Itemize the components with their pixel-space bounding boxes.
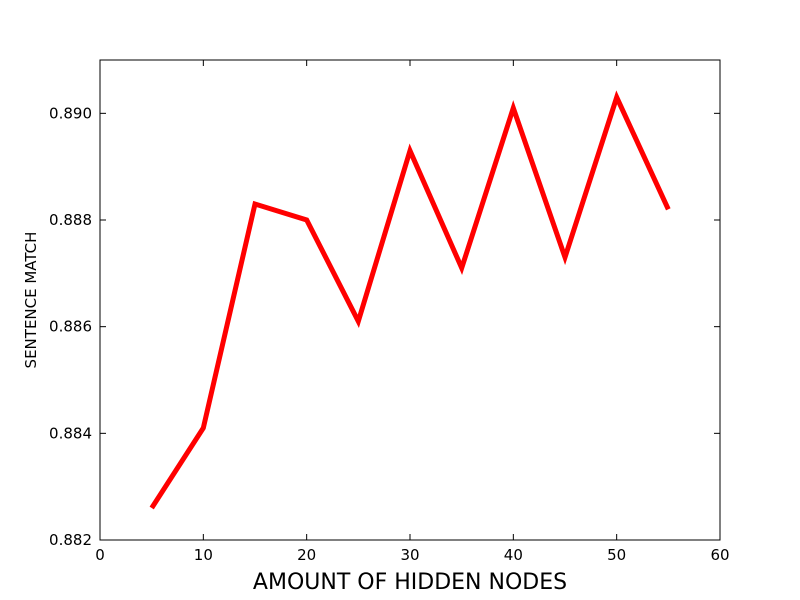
data-point: [616, 97, 617, 98]
y-axis-label: SENTENCE MATCH: [22, 232, 40, 369]
x-axis-label: AMOUNT OF HIDDEN NODES: [253, 570, 567, 595]
x-tick-label: 40: [504, 546, 523, 564]
data-point: [255, 204, 256, 205]
y-tick-label: 0.890: [49, 104, 92, 122]
data-point: [668, 209, 669, 210]
data-point: [203, 428, 204, 429]
data-point: [461, 268, 462, 269]
y-tick-label: 0.884: [49, 424, 92, 442]
axis-ticks: 0 10 20 30 40 50 60 0.882 0.884 0.886 0.888 0.890: [49, 60, 730, 564]
data-point: [306, 220, 307, 221]
plot-frame: [99, 59, 721, 541]
y-tick-label: 0.886: [49, 318, 92, 336]
x-tick-label: 30: [400, 546, 419, 564]
data-point: [513, 108, 514, 109]
data-point: [565, 257, 566, 258]
plot-background: [100, 60, 720, 540]
data-point: [151, 508, 152, 509]
x-tick-label: 60: [710, 546, 729, 564]
series-layer: [149, 90, 671, 510]
x-tick-label: 50: [607, 546, 626, 564]
data-point: [410, 150, 411, 151]
x-tick-label: 0: [95, 546, 105, 564]
x-tick-label: 20: [297, 546, 316, 564]
data-point: [358, 321, 359, 322]
series-line: [149, 90, 671, 510]
y-tick-label: 0.888: [49, 211, 92, 229]
y-tick-label: 0.882: [49, 531, 92, 549]
x-tick-label: 10: [194, 546, 213, 564]
